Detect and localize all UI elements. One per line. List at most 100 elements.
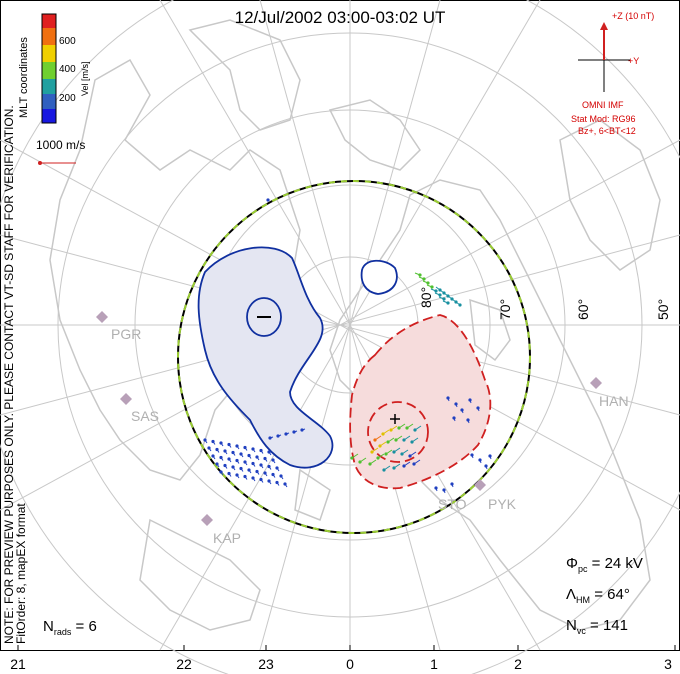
fitorder-text: FitOrder: 8, mapEX format [14, 503, 28, 644]
velocity-vector [451, 298, 457, 303]
velocity-vector [413, 459, 421, 465]
colorbar-border [41, 13, 57, 124]
velocity-vector [301, 428, 306, 431]
colorbar-step [42, 28, 56, 45]
latitude-label-70: 70° [497, 298, 513, 320]
radar-label-sto: STO [438, 496, 467, 512]
stat-lambda-value: = 64° [594, 586, 630, 603]
velocity-vector [443, 292, 449, 297]
velocity-vector [212, 455, 216, 460]
stat-phi-pc: Φpc = 24 kV [566, 555, 643, 574]
stat-phi-symbol: Φ [566, 555, 578, 572]
velocity-vector [390, 425, 398, 431]
imf-stat-mod: Stat Mod: RG96 [571, 114, 636, 124]
velocity-vector [385, 449, 393, 455]
velocity-vector [411, 437, 419, 443]
radar-sas-marker [120, 393, 132, 405]
stat-nvc-symbol: N [566, 617, 577, 634]
imf-source: OMNI IMF [582, 100, 624, 110]
stat-nvc-sub: vc [576, 626, 586, 636]
stat-n-vc: Nvc = 141 [566, 617, 628, 636]
velocity-vector [403, 461, 411, 467]
imf-z-label: +Z (10 nT) [612, 11, 655, 21]
velocity-vector [220, 442, 224, 447]
velocity-vector [244, 476, 248, 480]
radar-label-pyk: PYK [488, 496, 517, 512]
vector-scale-label: 1000 m/s [36, 138, 86, 152]
velocity-vector [252, 463, 256, 467]
velocity-vector [453, 417, 456, 422]
velocity-vector [442, 300, 449, 304]
stat-nrads-value: = 6 [75, 618, 97, 635]
velocity-vector [248, 469, 252, 474]
velocity-vector [451, 483, 454, 488]
velocity-vector [285, 432, 290, 435]
velocity-vector [435, 487, 438, 492]
velocity-vector [256, 456, 260, 461]
colorbar-step [42, 14, 56, 28]
radar-label-han: HAN [599, 393, 629, 409]
colorbar [41, 13, 57, 124]
velocity-vector [232, 452, 236, 456]
imf-dial [578, 22, 630, 92]
positive-inner-contour [367, 401, 429, 463]
velocity-vector [393, 463, 401, 469]
velocity-vector [387, 437, 395, 443]
velocity-vector [371, 447, 379, 453]
velocity-vectors [203, 198, 492, 494]
radar-markers [96, 311, 602, 526]
velocity-vector [216, 449, 220, 453]
velocity-vector [216, 463, 220, 468]
velocity-vector [256, 471, 260, 475]
hm-boundary-dash [177, 180, 531, 534]
mlt-label-2: 2 [514, 656, 522, 672]
velocity-vector [244, 461, 248, 466]
velocity-vector [224, 450, 228, 455]
velocity-vector [422, 280, 429, 284]
velocity-vector [377, 453, 385, 459]
mlt-ticks [17, 645, 676, 650]
velocity-vector [236, 474, 240, 479]
velocity-vector [272, 474, 276, 478]
colorbar-step [42, 45, 56, 62]
velocity-vector [260, 450, 264, 454]
latitude-label-80: 80° [418, 286, 434, 308]
radar-kap-marker [201, 514, 213, 526]
stat-lambda-hm: ΛHM = 64° [566, 586, 630, 605]
velocity-vector [434, 292, 441, 296]
velocity-vector [228, 444, 232, 448]
velocity-vector [208, 447, 212, 452]
velocity-vector [382, 429, 390, 435]
velocity-vector [268, 480, 272, 485]
velocity-vector [277, 434, 282, 437]
radar-han-marker [590, 377, 602, 389]
velocity-vector [383, 465, 391, 471]
negative-potential-cell [197, 246, 334, 469]
velocity-vector [272, 459, 276, 464]
velocity-vector [455, 403, 458, 408]
colorbar-tick-400: 400 [59, 64, 76, 75]
mlt-label-21: 21 [10, 656, 26, 672]
velocity-vector [395, 435, 403, 441]
stat-phi-value: = 24 kV [591, 555, 643, 572]
velocity-vector [430, 288, 437, 292]
stat-nvc-value: = 141 [590, 617, 628, 634]
velocity-vector [228, 458, 232, 463]
stat-phi-sub: pc [577, 564, 588, 574]
radar-pgr-marker [96, 311, 108, 323]
stat-lambda-sub: HM [576, 595, 591, 605]
latitude-label-60: 60° [575, 298, 591, 320]
velocity-vector [455, 301, 461, 306]
coastlines [49, 19, 661, 631]
colorbar-step [42, 79, 56, 94]
velocity-vector [240, 453, 244, 458]
velocity-vector [393, 447, 401, 453]
mlt-label-23: 23 [258, 656, 274, 672]
velocity-vector [414, 272, 421, 276]
velocity-vector [369, 459, 377, 465]
small-contour-loop [360, 259, 398, 295]
velocity-vector [269, 436, 274, 439]
velocity-vector [438, 296, 445, 300]
longitude-grid [0, 0, 680, 651]
